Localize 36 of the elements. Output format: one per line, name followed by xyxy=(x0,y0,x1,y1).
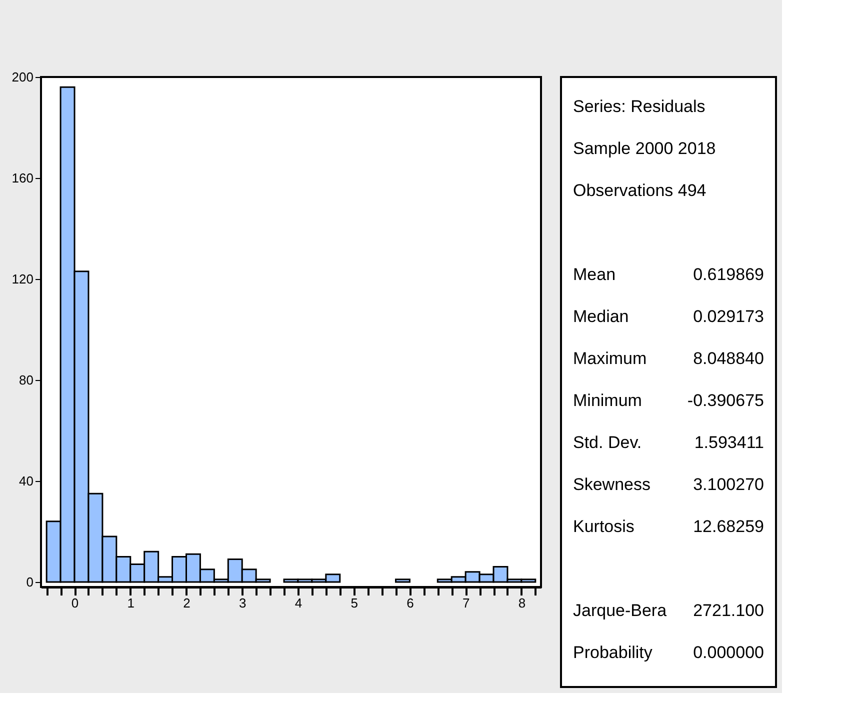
text: Probability xyxy=(573,643,653,662)
text: 0.000000 xyxy=(693,643,764,662)
x-tick-label: 0 xyxy=(71,596,79,610)
x-tick-label: 6 xyxy=(406,596,414,610)
text: 8.048840 xyxy=(693,349,764,368)
x-tick-label: 2 xyxy=(183,596,190,610)
text: 2721.100 xyxy=(693,601,764,620)
text: 0.029173 xyxy=(693,307,764,326)
text: Jarque-Bera xyxy=(573,601,668,620)
text: Series: Residuals xyxy=(573,97,706,116)
text: Sample 2000 2018 xyxy=(573,139,716,158)
text: Maximum xyxy=(573,349,647,368)
y-tick-label: 160 xyxy=(12,170,34,186)
y-tick-label: 200 xyxy=(12,70,34,84)
x-tick-label: 4 xyxy=(294,596,302,610)
text: Kurtosis xyxy=(573,517,634,536)
text: 1.593411 xyxy=(694,433,764,452)
text: Observations 494 xyxy=(573,181,706,200)
text: -0.390675 xyxy=(687,391,764,410)
y-tick-label: 0 xyxy=(26,574,34,590)
text: 0.619869 xyxy=(693,265,764,284)
text: 3.100270 xyxy=(693,475,764,494)
text: 12.68259 xyxy=(693,517,764,536)
text: Skewness xyxy=(573,475,650,494)
text: Minimum xyxy=(573,391,642,410)
x-tick-label: 1 xyxy=(127,596,135,610)
x-tick-label: 7 xyxy=(462,596,470,610)
y-tick-label: 80 xyxy=(19,372,34,388)
x-tick-label: 3 xyxy=(239,596,246,610)
text: Std. Dev. xyxy=(573,433,642,452)
text: Mean xyxy=(573,265,616,284)
x-tick-label: 5 xyxy=(350,596,358,610)
y-tick-label: 120 xyxy=(12,271,34,286)
y-tick-label: 40 xyxy=(19,473,34,488)
text: Median xyxy=(573,307,629,326)
x-tick-label: 8 xyxy=(518,596,526,610)
